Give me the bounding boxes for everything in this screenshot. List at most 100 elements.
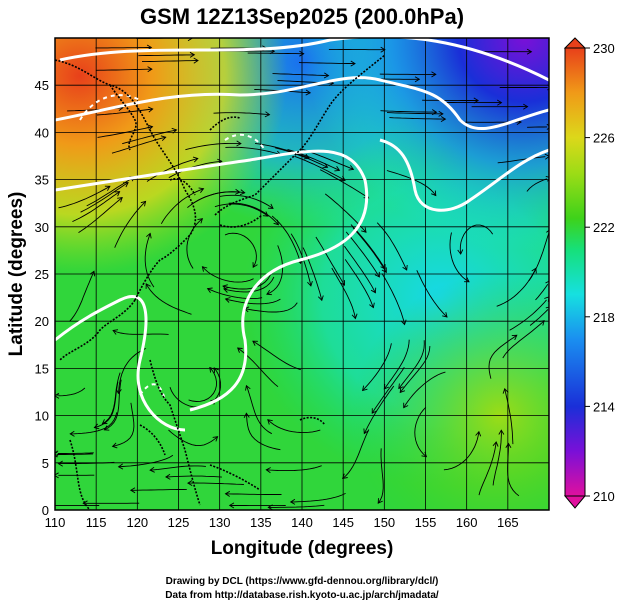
streamline-arrowhead [383, 383, 390, 390]
streamline-arrowhead [431, 190, 437, 197]
y-tick-label: 35 [35, 173, 49, 188]
streamline [275, 147, 328, 168]
y-tick-label: 10 [35, 409, 49, 424]
streamline [97, 126, 153, 138]
streamline [145, 283, 192, 315]
streamline-arrowhead [523, 103, 529, 110]
streamline-arrowhead [414, 76, 421, 83]
streamline-arrowhead [112, 329, 119, 335]
streamline-arrowhead [114, 191, 121, 197]
streamline-arrowhead [55, 451, 58, 458]
streamline [381, 273, 406, 325]
streamline [165, 475, 222, 478]
colorbar-bottom-triangle [563, 495, 587, 509]
colorbar-tick-label: 226 [593, 131, 615, 146]
streamline-arrowhead [539, 320, 545, 326]
streamline-arrowhead [209, 366, 215, 373]
streamline [267, 419, 321, 434]
streamline [399, 346, 431, 393]
streamline [72, 191, 120, 223]
streamline-arrowhead [111, 442, 118, 449]
streamline-arrowhead [545, 280, 549, 284]
streamline [302, 247, 323, 301]
streamline-arrowhead [129, 487, 136, 494]
streamline-arrowhead [457, 249, 464, 255]
streamline [529, 309, 549, 326]
streamline [380, 110, 437, 113]
streamline-arrowhead [431, 71, 437, 78]
x-tick-label: 130 [209, 515, 231, 530]
streamline-arrowhead [57, 460, 63, 467]
streamline-arrowhead [317, 295, 324, 302]
streamline [213, 112, 270, 116]
streamline-arrowhead [305, 89, 312, 96]
y-tick-label: 0 [42, 503, 49, 518]
streamline [331, 267, 356, 319]
streamline-arrowhead [545, 306, 549, 309]
streamline [130, 488, 187, 491]
streamline [70, 412, 118, 435]
streamline [144, 233, 155, 288]
y-tick-label: 40 [35, 125, 49, 140]
streamline-arrowhead [89, 270, 96, 277]
streamline [224, 232, 257, 268]
plot-area [55, 38, 549, 510]
streamline [186, 218, 203, 269]
streamline-arrowhead [147, 124, 154, 131]
streamline [122, 129, 177, 145]
streamline [266, 245, 284, 295]
coastlines [55, 54, 386, 510]
streamline-arrowhead [55, 472, 59, 479]
y-axis-ticks: 0 5 10 15 20 25 30 35 40 45 [35, 78, 49, 518]
streamline-arrowhead [101, 419, 108, 425]
streamline [252, 340, 301, 371]
x-tick-label: 155 [415, 515, 437, 530]
streamline-arrowhead [399, 387, 406, 394]
x-tick-label: 145 [332, 515, 354, 530]
streamline [272, 73, 329, 77]
streamline [319, 169, 369, 199]
streamline-arrowhead [192, 156, 199, 163]
streamline-arrowhead [252, 262, 258, 268]
streamline [57, 452, 94, 454]
streamline [376, 222, 408, 271]
streamline-arrowhead [213, 367, 219, 373]
streamline-arrowhead [377, 498, 383, 504]
streamline [315, 236, 345, 286]
streamline [352, 227, 387, 273]
streamline-arrowhead [496, 99, 503, 106]
streamline-arrowhead [299, 50, 305, 57]
streamline-arrowhead [212, 436, 219, 442]
x-tick-label: 135 [250, 515, 272, 530]
streamline-arrowhead [492, 441, 499, 447]
streamline-arrowhead [239, 189, 246, 196]
streamline-arrowhead [160, 135, 167, 142]
streamline [496, 268, 537, 307]
streamline-arrowhead [223, 287, 229, 293]
streamline [507, 443, 520, 497]
streamline-arrowhead [147, 66, 153, 73]
streamline-arrowhead [267, 203, 274, 209]
streamline-arrowhead [224, 297, 231, 303]
streamline [371, 367, 405, 414]
x-tick-label: 110 [45, 515, 66, 530]
streamline-arrowhead [381, 267, 387, 274]
y-tick-label: 15 [35, 361, 49, 376]
streamline-arrowhead [222, 284, 228, 291]
colorbar-tick-label: 214 [593, 399, 615, 414]
y-tick-label: 20 [35, 314, 49, 329]
streamline-arrowhead [197, 218, 204, 224]
streamline-arrowhead [374, 271, 380, 278]
colorbar-tick-label: 218 [593, 310, 615, 325]
streamline-arrowhead [243, 412, 250, 419]
streamline [225, 298, 281, 305]
streamline [403, 371, 446, 408]
streamline [114, 201, 146, 248]
credit-data: Data from http://database.rish.kyoto-u.a… [165, 590, 439, 601]
streamline-arrowhead [421, 451, 428, 458]
streamline-arrowhead [193, 57, 199, 64]
streamline [78, 197, 123, 233]
plot-frame [54, 37, 550, 511]
streamline [245, 385, 273, 435]
streamline-arrowhead [403, 402, 409, 409]
